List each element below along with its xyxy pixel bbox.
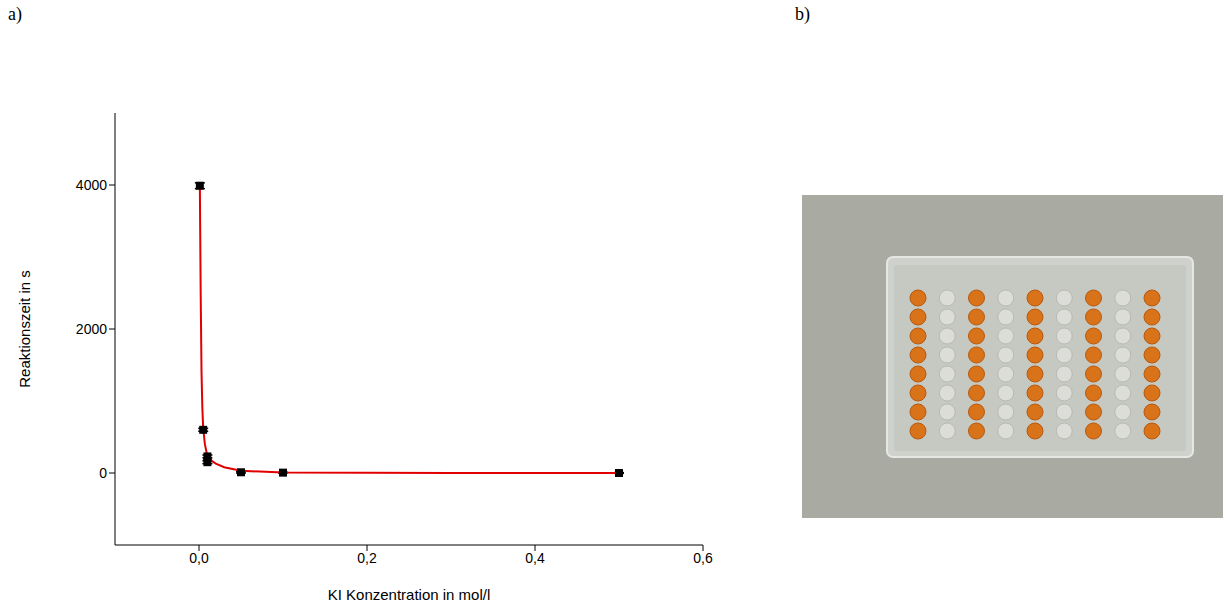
svg-text:0: 0 [99, 465, 107, 481]
svg-text:4000: 4000 [76, 177, 107, 193]
svg-text:0,4: 0,4 [525, 550, 545, 566]
svg-text:0,0: 0,0 [189, 550, 209, 566]
svg-text:0,2: 0,2 [357, 550, 377, 566]
svg-text:2000: 2000 [76, 321, 107, 337]
svg-text:Reaktionszeit in s: Reaktionszeit in s [16, 270, 33, 388]
svg-text:KI Konzentration in mol/l: KI Konzentration in mol/l [328, 586, 491, 603]
svg-text:0,6: 0,6 [693, 550, 713, 566]
html-text:b): b) [795, 4, 810, 24]
html-text:a): a) [8, 4, 22, 24]
